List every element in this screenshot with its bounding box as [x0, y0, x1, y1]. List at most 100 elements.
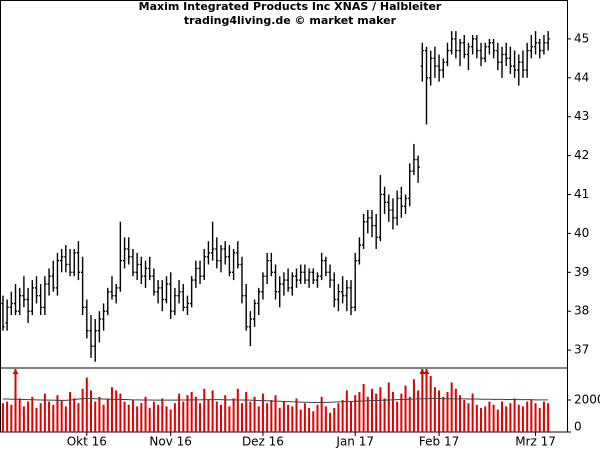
volume-bar — [56, 395, 59, 432]
volume-bar — [308, 408, 311, 432]
volume-bar — [127, 404, 130, 432]
volume-bar — [513, 398, 516, 432]
volume-bar — [350, 401, 353, 432]
volume-bar — [1, 403, 4, 432]
volume-bar — [228, 406, 231, 432]
volume-bar — [291, 406, 294, 432]
volume-bar — [10, 404, 13, 432]
volume-bar — [102, 404, 105, 432]
volume-bar — [35, 408, 38, 432]
volume-bar — [232, 398, 235, 432]
volume-bar — [245, 392, 248, 432]
volume-bar — [207, 400, 210, 432]
volume-bar — [450, 382, 453, 432]
volume-bar — [157, 404, 160, 432]
volume-bar — [287, 404, 290, 432]
volume-bar — [249, 401, 252, 432]
volume-bar — [312, 411, 315, 432]
volume-bar — [60, 400, 63, 432]
volume-bar — [412, 379, 415, 432]
volume-bar — [186, 395, 189, 432]
volume-bar — [64, 406, 67, 432]
volume-bar — [421, 369, 424, 432]
volume-bar — [337, 403, 340, 432]
volume-bar — [505, 406, 508, 432]
volume-bar — [48, 401, 51, 432]
volume-bar — [161, 398, 164, 432]
volume-bar — [358, 392, 361, 432]
chart-title: Maxim Integrated Products Inc XNAS / Hal… — [139, 0, 442, 13]
volume-bar — [387, 382, 390, 432]
volume-bar — [140, 403, 143, 432]
volume-bar — [14, 369, 17, 432]
volume-bar — [496, 409, 499, 432]
volume-bar — [215, 401, 218, 432]
x-tick-label: Feb 17 — [419, 435, 459, 449]
volume-bar — [295, 398, 298, 432]
volume-bar — [266, 403, 269, 432]
x-tick-label: Mrz 17 — [515, 435, 556, 449]
volume-bar — [77, 403, 80, 432]
volume-bar — [454, 388, 457, 432]
volume-tick-label: 2000 — [574, 393, 600, 407]
volume-bar — [547, 403, 550, 432]
y-tick-label: 43 — [574, 109, 589, 123]
volume-bar — [131, 400, 134, 432]
volume-bar — [119, 393, 122, 432]
volume-overflow-arrow — [423, 369, 430, 374]
volume-bar — [303, 403, 306, 432]
volume-bar — [425, 369, 428, 432]
volume-bar — [52, 404, 55, 432]
volume-bar — [282, 401, 285, 432]
volume-bar — [463, 400, 466, 432]
y-tick-label: 39 — [574, 265, 589, 279]
volume-bar — [442, 396, 445, 432]
volume-overflow-arrow — [419, 369, 426, 374]
volume-bar — [203, 388, 206, 432]
volume-bar — [492, 404, 495, 432]
volume-bar — [199, 403, 202, 432]
volume-bar — [69, 392, 72, 432]
volume-bar — [459, 395, 462, 432]
volume-bar — [500, 401, 503, 432]
volume-bar — [475, 404, 478, 432]
volume-bar — [370, 388, 373, 432]
volume-bar — [408, 396, 411, 432]
volume-bar — [73, 398, 76, 432]
volume-bar — [27, 401, 30, 432]
volume-bar — [396, 401, 399, 432]
volume-bar — [329, 412, 332, 432]
volume-bar — [110, 387, 113, 432]
volume-bar — [136, 406, 139, 432]
volume-bar — [18, 398, 21, 432]
volume-bar — [429, 376, 432, 432]
y-tick-label: 38 — [574, 304, 589, 318]
volume-bar — [6, 401, 9, 432]
volume-bar — [224, 395, 227, 432]
volume-bar — [165, 406, 168, 432]
volume-bar — [182, 401, 185, 432]
volume-bar — [542, 401, 545, 432]
volume-bar — [488, 401, 491, 432]
y-tick-label: 40 — [574, 226, 589, 240]
volume-bar — [169, 409, 172, 432]
volume-overflow-arrow — [12, 369, 19, 374]
y-tick-label: 45 — [574, 31, 589, 45]
volume-bar — [173, 403, 176, 432]
volume-moving-average — [2, 398, 549, 404]
volume-bar — [521, 406, 524, 432]
volume-bar — [391, 392, 394, 432]
volume-bar — [383, 398, 386, 432]
volume-bar — [144, 396, 147, 432]
volume-bar — [404, 385, 407, 432]
volume-bar — [211, 390, 214, 432]
volume-bar — [253, 396, 256, 432]
x-tick-label: Dez 16 — [242, 435, 284, 449]
x-tick-label: Jan 17 — [335, 435, 374, 449]
y-tick-label: 37 — [574, 343, 589, 357]
volume-bar — [366, 396, 369, 432]
volume-bar — [417, 390, 420, 432]
volume-bar — [534, 403, 537, 432]
volume-bar — [509, 403, 512, 432]
